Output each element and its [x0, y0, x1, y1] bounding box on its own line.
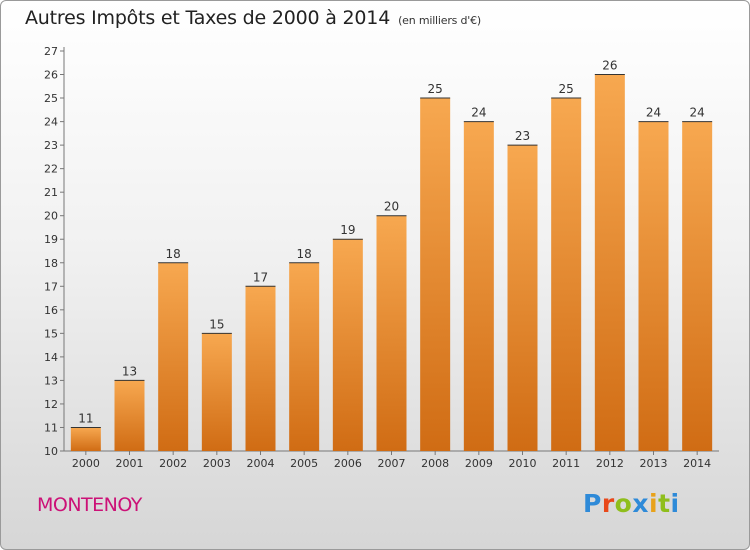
y-tick-label: 26 [44, 69, 58, 82]
data-label: 18 [297, 247, 312, 261]
data-label: 24 [471, 106, 486, 120]
logo-letter: o [614, 489, 633, 518]
bar-2000 [70, 427, 101, 451]
x-tick-label: 2012 [596, 457, 624, 470]
bar-2013 [638, 121, 669, 452]
bar-2008 [420, 98, 451, 451]
x-tick-label: 2009 [465, 457, 493, 470]
y-tick-label: 16 [44, 304, 58, 317]
x-tick-label: 2001 [116, 457, 144, 470]
bar-2007 [376, 215, 407, 451]
logo-letter: t [658, 489, 671, 518]
data-label: 23 [515, 129, 530, 143]
data-label: 13 [122, 364, 137, 378]
y-tick-label: 19 [44, 233, 58, 246]
x-tick-label: 2007 [378, 457, 406, 470]
x-tick-label: 2010 [509, 457, 537, 470]
commune-name: MONTENOY [37, 494, 142, 516]
chart-subtitle: (en milliers d'€) [398, 14, 481, 27]
x-tick-label: 2011 [552, 457, 580, 470]
y-tick-label: 15 [44, 327, 58, 340]
data-label: 26 [602, 59, 617, 73]
y-tick-label: 17 [44, 280, 58, 293]
y-tick-label: 10 [44, 445, 58, 458]
bar-2005 [289, 262, 320, 451]
x-tick-label: 2004 [247, 457, 275, 470]
data-label: 24 [646, 106, 661, 120]
data-label: 11 [78, 411, 93, 425]
logo-letter: x [632, 489, 649, 518]
y-tick-label: 12 [44, 398, 58, 411]
y-tick-label: 22 [44, 163, 58, 176]
data-label: 20 [384, 200, 399, 214]
bar-2010 [507, 145, 538, 451]
chart-data-labels: 11 13 18 15 17 18 19 20 25 24 23 25 26 24 24 [78, 59, 705, 426]
y-tick-label: 24 [44, 116, 58, 129]
bar-2002 [158, 262, 189, 451]
data-label: 25 [428, 82, 443, 96]
logo-letter: r [601, 489, 615, 518]
y-tick-label: 23 [44, 139, 58, 152]
data-label: 25 [559, 82, 574, 96]
chart-bars [70, 74, 713, 452]
bar-2006 [332, 239, 363, 451]
x-tick-label: 2014 [683, 457, 711, 470]
y-tick-label: 21 [44, 186, 58, 199]
bar-2003 [201, 333, 232, 451]
y-tick-label: 14 [44, 351, 58, 364]
y-tick-label: 11 [44, 421, 58, 434]
x-tick-label: 2006 [334, 457, 362, 470]
bar-2011 [551, 98, 582, 451]
bar-2009 [463, 121, 494, 452]
chart-title: Autres Impôts et Taxes de 2000 à 2014 (en… [25, 7, 481, 29]
chart-title-text: Autres Impôts et Taxes de 2000 à 2014 [25, 7, 391, 29]
proxiti-logo: Proxiti [583, 489, 680, 518]
y-tick-label: 18 [44, 257, 58, 270]
logo-letter: i [649, 489, 659, 518]
x-tick-label: 2000 [72, 457, 100, 470]
data-label: 24 [690, 106, 705, 120]
bar-2012 [594, 74, 625, 451]
data-label: 17 [253, 270, 268, 284]
y-tick-label: 13 [44, 374, 58, 387]
bar-2014 [682, 121, 713, 452]
data-label: 19 [340, 223, 355, 237]
logo-letter: i [670, 489, 680, 518]
x-tick-label: 2013 [640, 457, 668, 470]
data-label: 15 [209, 317, 224, 331]
x-tick-label: 2002 [159, 457, 187, 470]
x-tick-label: 2003 [203, 457, 231, 470]
bar-2001 [114, 380, 145, 451]
y-tick-label: 27 [44, 45, 58, 58]
data-label: 18 [166, 247, 181, 261]
y-tick-label: 20 [44, 210, 58, 223]
logo-letter: P [583, 489, 602, 518]
bar-2004 [245, 286, 276, 451]
y-tick-label: 25 [44, 92, 58, 105]
x-tick-label: 2005 [290, 457, 318, 470]
x-tick-label: 2008 [421, 457, 449, 470]
